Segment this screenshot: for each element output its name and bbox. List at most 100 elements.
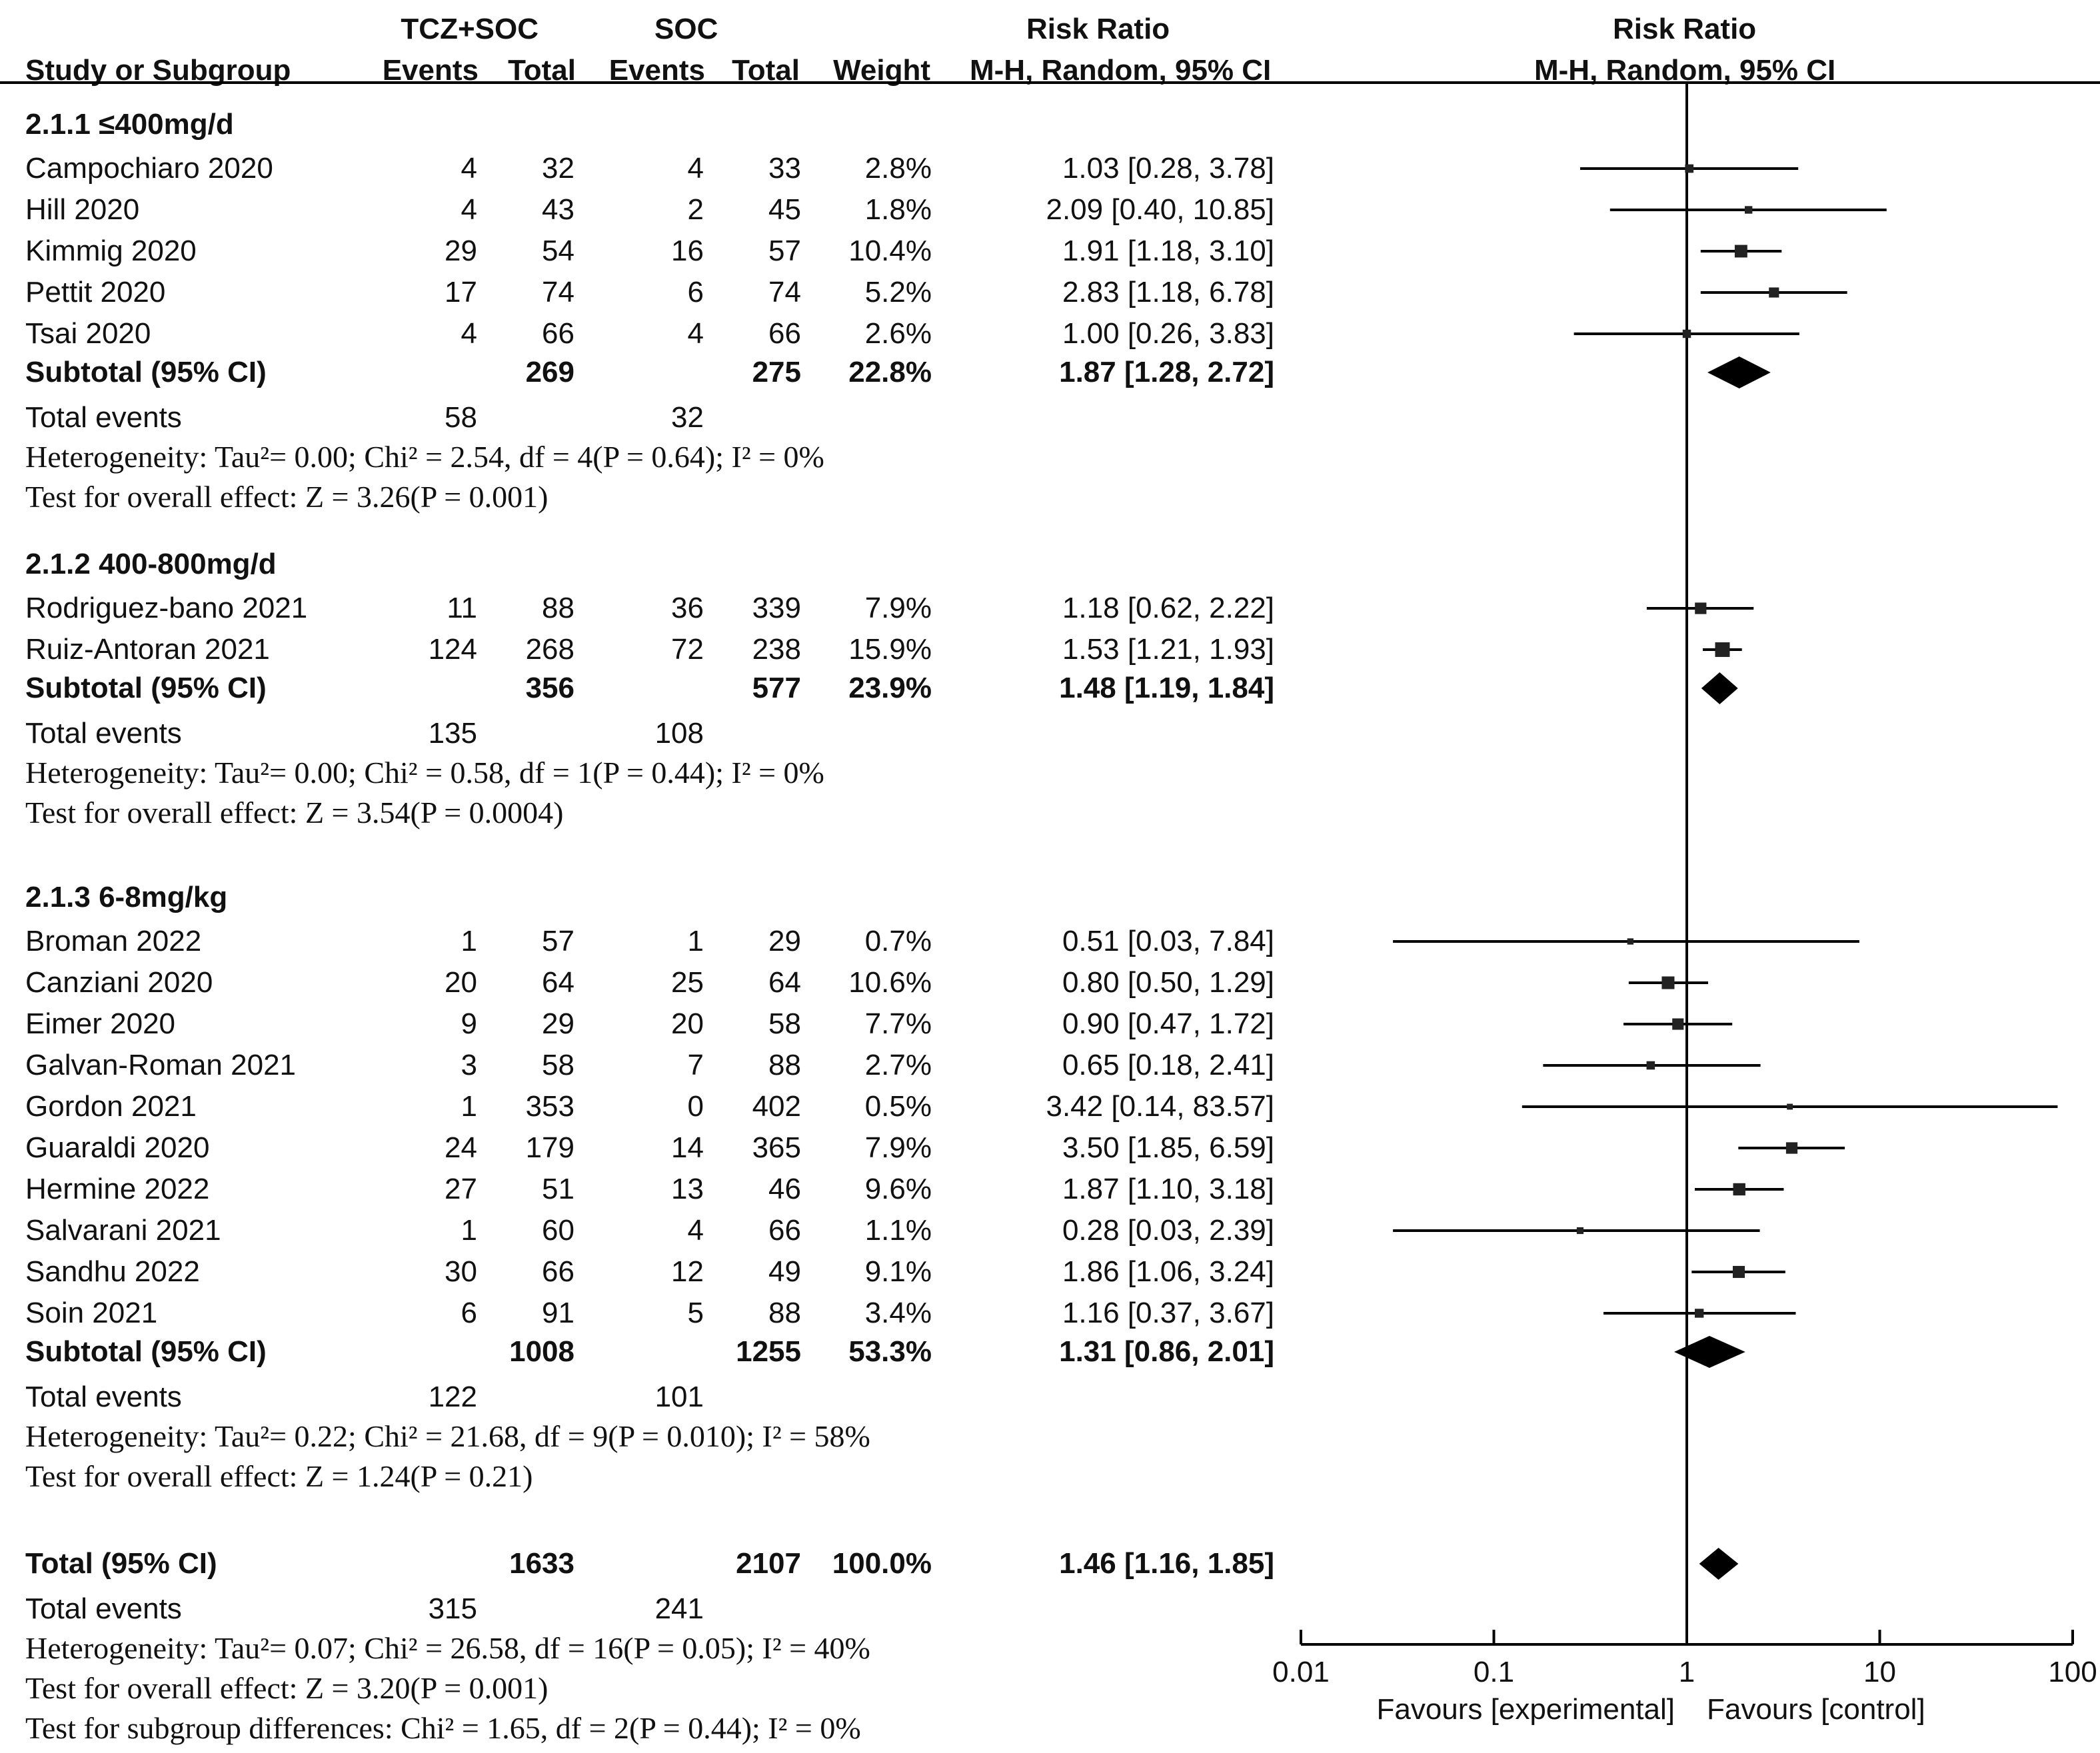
study-t1: 29 <box>542 1007 574 1040</box>
study-t2: 45 <box>768 193 801 226</box>
study-w: 10.6% <box>848 966 932 999</box>
subtotal-t2: 1255 <box>736 1335 801 1368</box>
overall-effect-text: Test for overall effect: Z = 1.24(P = 0.… <box>25 1459 533 1493</box>
study-e2: 4 <box>687 317 704 350</box>
subtotal-w: 22.8% <box>848 356 932 388</box>
study-name: Tsai 2020 <box>25 317 151 350</box>
study-e1: 4 <box>461 317 477 350</box>
study-w: 7.7% <box>864 1007 932 1040</box>
subtotal-ci: 1.87 [1.28, 2.72] <box>1059 356 1274 388</box>
study-ci: 1.18 [0.62, 2.22] <box>1062 592 1274 624</box>
study-e2: 5 <box>687 1297 704 1329</box>
favours-left-label: Favours [experimental] <box>1376 1693 1675 1726</box>
study-name: Campochiaro 2020 <box>25 152 273 185</box>
study-t2: 58 <box>768 1007 801 1040</box>
total-events-label: Total events <box>25 401 182 434</box>
pooled-diamond <box>1701 672 1738 704</box>
total-t2: 2107 <box>736 1547 801 1580</box>
study-w: 10.4% <box>848 235 932 267</box>
study-e1: 27 <box>445 1173 477 1205</box>
x-tick-label: 100 <box>2048 1656 2097 1688</box>
study-t1: 57 <box>542 925 574 957</box>
study-w: 5.2% <box>864 276 932 308</box>
pooled-diamond <box>1674 1336 1745 1368</box>
study-ci: 1.53 [1.21, 1.93] <box>1062 633 1274 666</box>
study-name: Pettit 2020 <box>25 276 166 308</box>
study-t2: 365 <box>752 1131 801 1164</box>
point-estimate <box>1694 1309 1704 1318</box>
subtotal-w: 53.3% <box>848 1335 932 1368</box>
study-w: 0.7% <box>864 925 932 957</box>
study-t2: 66 <box>768 1214 801 1247</box>
study-ci: 2.83 [1.18, 6.78] <box>1062 276 1274 308</box>
grand-total-events-e2: 241 <box>654 1592 704 1625</box>
study-t2: 29 <box>768 925 801 957</box>
study-ci: 0.80 [0.50, 1.29] <box>1062 966 1274 999</box>
study-w: 3.4% <box>864 1297 932 1329</box>
point-estimate <box>1769 287 1779 298</box>
point-estimate <box>1627 938 1634 945</box>
study-e1: 17 <box>445 276 477 308</box>
study-e2: 2 <box>687 193 704 226</box>
study-w: 1.1% <box>864 1214 932 1247</box>
study-t1: 66 <box>542 1255 574 1288</box>
point-estimate <box>1682 329 1691 338</box>
study-w: 7.9% <box>864 592 932 624</box>
study-t2: 74 <box>768 276 801 308</box>
x-tick-label: 1 <box>1679 1656 1695 1688</box>
study-w: 1.8% <box>864 193 932 226</box>
subgroup-diff-text: Test for subgroup differences: Chi² = 1.… <box>25 1711 861 1745</box>
pooled-diamond <box>1707 356 1771 388</box>
study-e1: 30 <box>445 1255 477 1288</box>
total-events-e1: 58 <box>445 401 477 434</box>
header-arm2: SOC <box>654 13 718 45</box>
point-estimate <box>1787 1103 1793 1110</box>
favours-right-label: Favours [control] <box>1707 1693 1925 1726</box>
subgroup-title: 2.1.1 ≤400mg/d <box>25 108 234 141</box>
study-name: Rodriguez-bano 2021 <box>25 592 308 624</box>
total-label: Total (95% CI) <box>25 1547 217 1580</box>
study-e2: 20 <box>671 1007 704 1040</box>
header-weight: Weight <box>833 54 930 87</box>
header-total2: Total <box>732 54 800 87</box>
study-name: Hill 2020 <box>25 193 140 226</box>
subtotal-w: 23.9% <box>848 672 932 704</box>
study-t1: 60 <box>542 1214 574 1247</box>
study-t2: 339 <box>752 592 801 624</box>
study-w: 9.6% <box>864 1173 932 1205</box>
study-ci: 0.51 [0.03, 7.84] <box>1062 925 1274 957</box>
total-heterogeneity-text: Heterogeneity: Tau²= 0.07; Chi² = 26.58,… <box>25 1631 870 1665</box>
study-ci: 1.86 [1.06, 3.24] <box>1062 1255 1274 1288</box>
study-name: Canziani 2020 <box>25 966 213 999</box>
x-tick-label: 10 <box>1863 1656 1896 1688</box>
study-name: Eimer 2020 <box>25 1007 176 1040</box>
study-e1: 6 <box>461 1297 477 1329</box>
study-t1: 58 <box>542 1049 574 1081</box>
subtotal-t1: 1008 <box>509 1335 574 1368</box>
study-name: Salvarani 2021 <box>25 1214 221 1247</box>
header-arm1: TCZ+SOC <box>401 13 538 45</box>
study-name: Galvan-Roman 2021 <box>25 1049 297 1081</box>
study-t1: 54 <box>542 235 574 267</box>
study-e2: 12 <box>671 1255 704 1288</box>
pooled-diamond <box>1699 1548 1739 1580</box>
study-e1: 20 <box>445 966 477 999</box>
study-ci: 3.50 [1.85, 6.59] <box>1062 1131 1274 1164</box>
total-events-label: Total events <box>25 717 182 750</box>
point-estimate <box>1733 1183 1745 1196</box>
study-name: Gordon 2021 <box>25 1090 197 1123</box>
total-t1: 1633 <box>509 1547 574 1580</box>
study-e1: 24 <box>445 1131 477 1164</box>
study-w: 2.8% <box>864 152 932 185</box>
study-ci: 1.91 [1.18, 3.10] <box>1062 235 1274 267</box>
x-tick-label: 0.01 <box>1272 1656 1330 1688</box>
point-estimate <box>1734 245 1747 258</box>
study-w: 7.9% <box>864 1131 932 1164</box>
total-events-e2: 101 <box>654 1381 704 1413</box>
heterogeneity-text: Heterogeneity: Tau²= 0.00; Chi² = 0.58, … <box>25 756 824 790</box>
study-ci: 2.09 [0.40, 10.85] <box>1046 193 1274 226</box>
header-events2: Events <box>608 54 705 87</box>
study-e1: 1 <box>461 925 477 957</box>
subtotal-ci: 1.31 [0.86, 2.01] <box>1059 1335 1274 1368</box>
study-w: 15.9% <box>848 633 932 666</box>
